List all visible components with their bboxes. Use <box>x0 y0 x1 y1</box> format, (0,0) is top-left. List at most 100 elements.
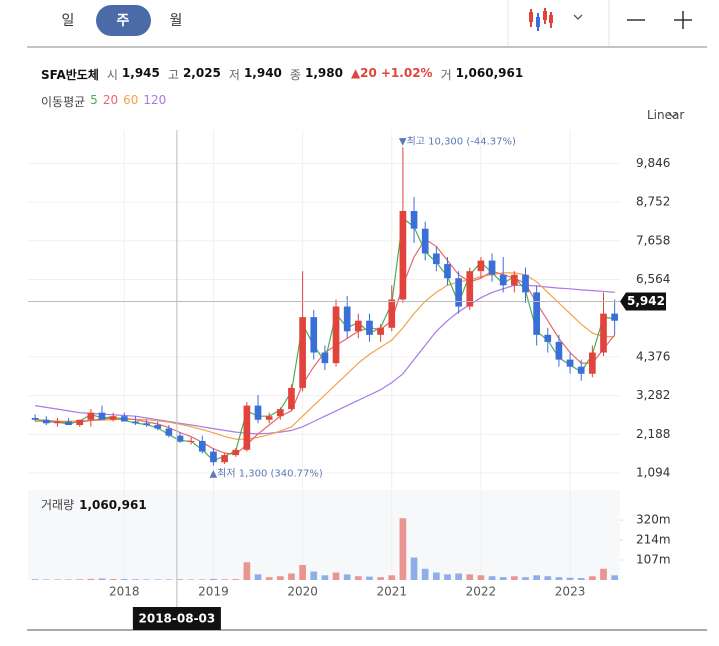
candle-body <box>522 274 529 293</box>
volume-title-label: 거래량 <box>41 498 74 512</box>
y-tick-label: 7,658 <box>636 233 670 247</box>
candle-body <box>31 417 39 420</box>
tab[interactable]: 일 <box>62 13 75 29</box>
legend-entry: 20 <box>102 93 119 107</box>
volume-bar <box>276 576 284 580</box>
volume-bar <box>143 579 150 580</box>
candle-body <box>444 264 451 279</box>
x-tick-label: 2022 <box>466 585 497 599</box>
candle-body <box>343 306 351 332</box>
volume-bar <box>399 518 407 580</box>
ma-label: 이동평균 <box>41 95 86 109</box>
volume-bar <box>76 579 84 580</box>
volume-bar <box>321 575 329 580</box>
change: ▲20 <box>350 66 377 80</box>
tab[interactable]: 월 <box>170 13 183 29</box>
volume-bar <box>366 576 373 580</box>
low-label: 저 <box>228 68 240 82</box>
candle-body <box>265 416 273 420</box>
candle-body <box>120 416 128 422</box>
price-label: 5,942 <box>627 294 665 308</box>
volume-bar <box>444 574 451 580</box>
candle-body <box>533 292 540 335</box>
volume-bar <box>265 577 273 580</box>
volume-bar <box>488 576 496 580</box>
y-tick-label: 9,846 <box>636 156 670 170</box>
volume-bar <box>611 575 618 580</box>
vol-tick-label: 214m <box>636 532 671 546</box>
candle-body <box>210 451 217 463</box>
candle-body <box>511 274 518 286</box>
scale-chevron[interactable] <box>668 112 678 118</box>
volume-pane <box>28 490 620 580</box>
volume-bar <box>511 576 518 580</box>
volume-bar <box>232 579 240 580</box>
tab[interactable]: 주 <box>117 13 130 29</box>
candle-body <box>232 449 240 456</box>
y-tick-label: 3,282 <box>636 388 670 402</box>
candle-body <box>388 299 396 328</box>
legend-entry: 120 <box>143 93 167 107</box>
x-tick-label: 2021 <box>376 585 407 599</box>
volume-bar <box>432 572 440 580</box>
volume-bar <box>421 568 429 580</box>
volume-bar <box>600 568 607 580</box>
volume-bar <box>343 574 351 580</box>
chart-type-icon[interactable] <box>529 8 553 31</box>
ma-legend: 이동평균 5 20 60 120 <box>41 93 166 110</box>
candle-body <box>366 320 373 335</box>
candle-body <box>566 359 574 367</box>
stock-name: SFA반도체 <box>41 68 99 82</box>
candle-body <box>176 435 184 442</box>
candle-body <box>109 416 117 420</box>
candle-body <box>555 341 563 360</box>
volume-bar <box>354 576 362 580</box>
open-label: 시 <box>106 68 118 82</box>
candle-body <box>410 211 418 229</box>
x-tick-label: 2018 <box>109 585 140 599</box>
x-tick-label: 2023 <box>555 585 586 599</box>
zoom-in[interactable] <box>674 11 692 29</box>
volume-bar <box>477 575 485 580</box>
candle-body <box>577 366 585 374</box>
volume-bar <box>299 565 306 580</box>
scale-toggle[interactable]: Linear <box>647 108 685 122</box>
volume-bar <box>176 579 184 580</box>
volume-bar <box>31 579 39 580</box>
candle-body <box>299 317 306 388</box>
candle-body <box>354 320 362 332</box>
candle-body <box>42 419 50 424</box>
volume-bar <box>544 576 552 580</box>
candle-body <box>310 317 318 353</box>
tab-highlight <box>96 5 151 36</box>
volume-bar <box>566 577 574 580</box>
volume-bar <box>522 577 529 580</box>
low-value: 1,940 <box>243 66 282 80</box>
volume-bar <box>187 579 195 580</box>
candle-body <box>377 327 384 335</box>
close-value: 1,980 <box>304 66 343 80</box>
ma-line <box>35 284 615 435</box>
candle-body <box>165 428 173 436</box>
volume-bar <box>377 577 384 580</box>
legend-entry: 60 <box>123 93 139 107</box>
candle-body <box>600 313 607 353</box>
candle-body <box>87 412 95 420</box>
ma-line <box>34 216 615 462</box>
volume-bar <box>154 579 162 580</box>
dropdown-chevron[interactable] <box>573 14 583 20</box>
candle-body <box>76 419 84 426</box>
candle-body <box>143 423 150 426</box>
candle-body <box>499 274 507 286</box>
candle-body <box>589 352 596 374</box>
candle-body <box>65 421 72 426</box>
price-label-box <box>620 292 666 311</box>
candle-body <box>432 253 440 265</box>
high-label: 고 <box>167 68 179 82</box>
date-label: 2018-08-03 <box>139 612 216 626</box>
vol-tick-label: 320m <box>636 513 671 527</box>
quote-header: SFA반도체 시 1,945 고 2,025 저 1,940 종 1,980 ▲20 +1… <box>41 66 527 83</box>
y-tick-label: 8,752 <box>636 195 670 209</box>
volume-bar <box>120 579 128 580</box>
volume-bar <box>65 579 72 580</box>
